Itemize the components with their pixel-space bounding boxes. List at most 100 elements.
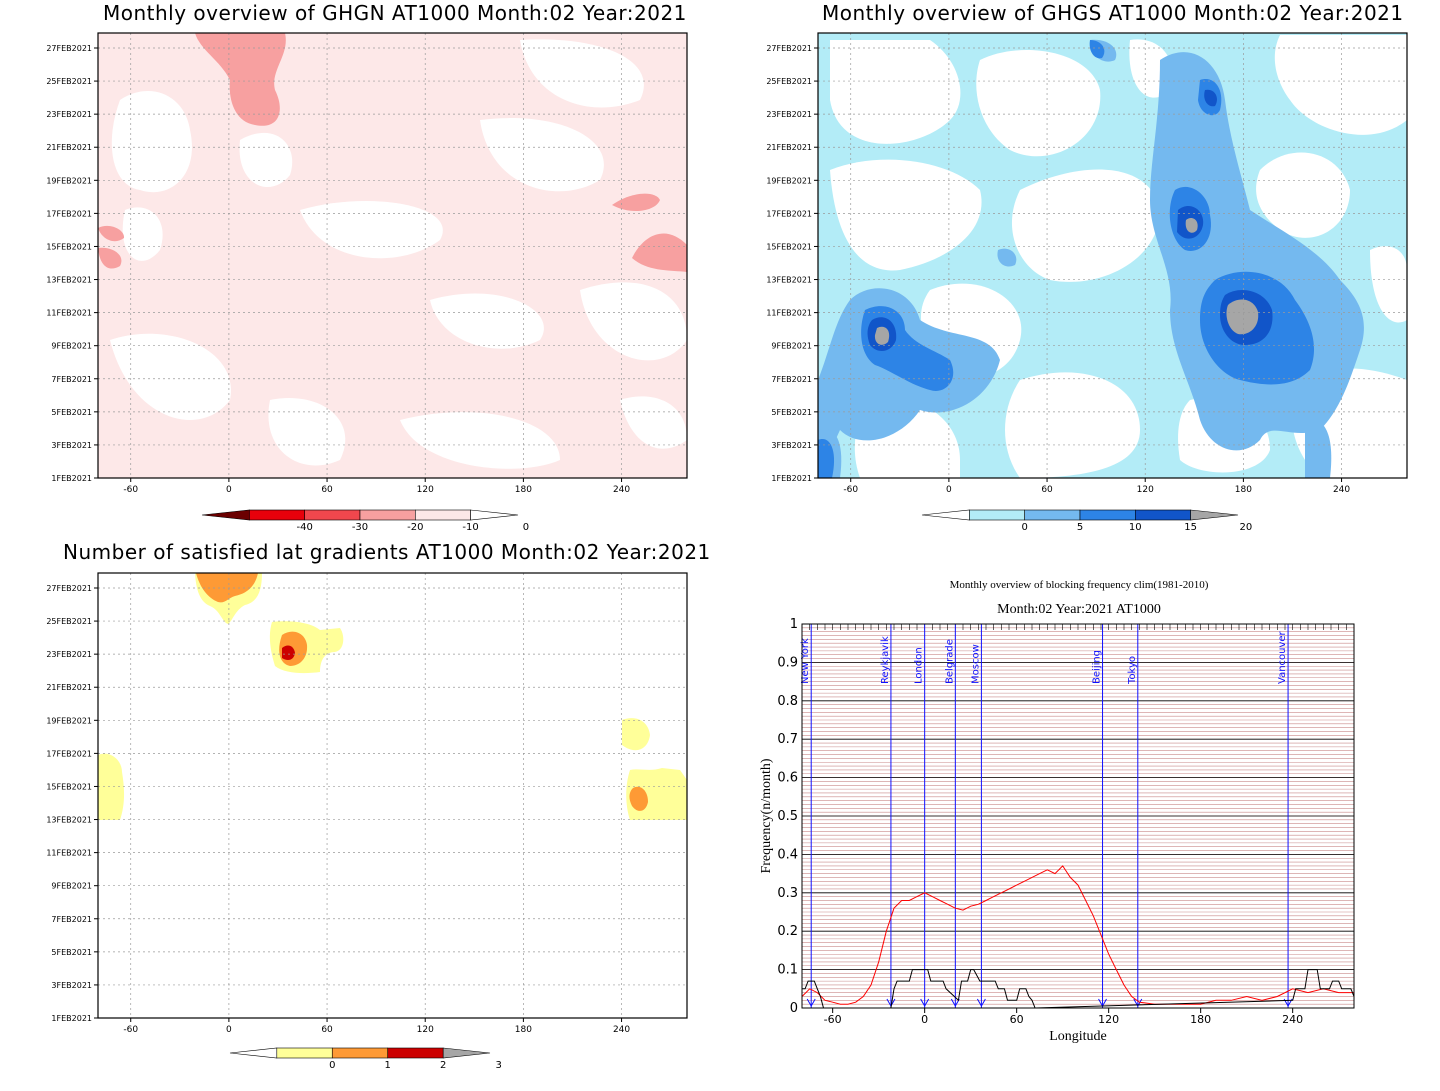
lat-xtick-label: 60 <box>321 1025 333 1035</box>
lat-cbar-label: 3 <box>495 1060 501 1071</box>
lat-contour-fields <box>98 573 687 1018</box>
ghgn-contour-fields <box>98 33 687 478</box>
ghgs-xtick-label: 120 <box>1137 485 1154 495</box>
ghgs-ytick-label: 5FEB2021 <box>771 408 812 417</box>
ghgn-title: Monthly overview of GHGN AT1000 Month:02… <box>103 1 687 25</box>
freq-frame <box>801 623 1355 1009</box>
freq-xlabel: Longitude <box>1049 1029 1107 1044</box>
ghgn-cbar-segment <box>359 509 416 521</box>
freq-ytick-label: 0.3 <box>777 886 798 901</box>
ghgs-ytick-label: 3FEB2021 <box>771 441 812 450</box>
freq-city-arrow <box>806 998 816 1008</box>
ghgs-ytick-label: 25FEB2021 <box>766 77 812 86</box>
freq-ytick-label: 0 <box>790 1001 798 1016</box>
freq-xtick-label: 0 <box>921 1013 928 1026</box>
freq-xtick-label: 240 <box>1282 1013 1303 1026</box>
freq-city-arrow <box>950 998 960 1008</box>
lat-ytick-label: 13FEB2021 <box>46 816 92 825</box>
ghgs-ytick-label: 15FEB2021 <box>766 242 812 251</box>
lat-cbar-right-arrow <box>442 1047 491 1059</box>
ghgn-x-axis: -60 0 60 120 180 240 <box>123 478 630 495</box>
freq-y-axis: 0 0.1 0.2 0.3 0.4 0.5 0.6 0.7 0.8 0.9 1 <box>777 617 798 1016</box>
lat-ytick-label: 15FEB2021 <box>46 782 92 791</box>
lat-xtick-label: 240 <box>613 1025 630 1035</box>
lat-cbar-segment <box>387 1047 444 1059</box>
ghgn-xtick-label: 180 <box>515 485 532 495</box>
lat-ytick-label: 23FEB2021 <box>46 650 92 659</box>
lat-cbar-segment <box>276 1047 333 1059</box>
freq-city-label: Reykjavik <box>880 636 891 684</box>
ghgn-ytick-label: 1FEB2021 <box>51 474 92 483</box>
lat-cbar-label: 0 <box>329 1060 335 1071</box>
ghgn-ytick-label: 15FEB2021 <box>46 242 92 251</box>
freq-city-arrow <box>1283 998 1293 1008</box>
lat-xtick-label: 0 <box>226 1025 232 1035</box>
freq-series-lines <box>801 865 1355 1009</box>
ghgs-ytick-label: 27FEB2021 <box>766 44 812 53</box>
ghgs-ytick-label: 19FEB2021 <box>766 176 812 185</box>
freq-x-axis: -60 0 60 120 180 240 <box>824 1008 1303 1026</box>
lat-ytick-label: 3FEB2021 <box>51 981 92 990</box>
lat-cbar-segment <box>331 1047 389 1059</box>
lat-ytick-label: 21FEB2021 <box>46 683 92 692</box>
freq-ylabel: Frequency(n/month) <box>759 758 774 873</box>
ghgs-cbar-right-arrow <box>1190 509 1239 521</box>
ghgs-ytick-label: 23FEB2021 <box>766 110 812 119</box>
freq-city-arrow <box>920 998 930 1008</box>
freq-ytick-label: 0.1 <box>777 963 798 978</box>
freq-xtick-label: 60 <box>1010 1013 1024 1026</box>
ghgs-y-axis: 27FEB2021 25FEB2021 23FEB2021 21FEB2021 19FE… <box>766 44 818 483</box>
lat-ytick-label: 11FEB2021 <box>46 849 92 858</box>
freq-city-label: Beijing <box>1092 650 1103 684</box>
ghgn-ytick-label: 13FEB2021 <box>46 276 92 285</box>
ghgs-xtick-label: -60 <box>843 485 858 495</box>
lat-xtick-label: 180 <box>515 1025 532 1035</box>
ghgs-cbar-label: 15 <box>1184 522 1197 533</box>
ghgs-map: -60 0 60 120 180 240 27FEB2021 25FEB2021 23FEB2… <box>766 32 1408 533</box>
freq-ytick-label: 0.6 <box>777 771 798 786</box>
ghgn-ytick-label: 27FEB2021 <box>46 44 92 53</box>
ghgs-cbar-segment <box>1024 509 1081 521</box>
freq-xtick-label: -60 <box>824 1013 842 1026</box>
ghgn-y-axis: 27FEB2021 25FEB2021 23FEB2021 21FEB2021 19FE… <box>46 44 98 483</box>
freq-city-arrow <box>976 998 986 1008</box>
lat-xtick-label: 120 <box>417 1025 434 1035</box>
lat-cbar-left-arrow <box>229 1047 278 1059</box>
ghgs-ytick-label: 1FEB2021 <box>771 474 812 483</box>
ghgs-ytick-label: 9FEB2021 <box>771 342 812 351</box>
freq-ytick-label: 0.8 <box>777 694 798 709</box>
lat-frame <box>97 572 688 1019</box>
lat-xtick-label: -60 <box>123 1025 138 1035</box>
freq-ytick-label: 0.5 <box>777 809 798 824</box>
lat-ytick-label: 5FEB2021 <box>51 948 92 957</box>
ghgn-colorbar: -40 -30 -20 -10 0 <box>201 509 529 533</box>
ghgs-xtick-label: 60 <box>1041 485 1053 495</box>
freq-subtitle: Month:02 Year:2021 AT1000 <box>997 602 1161 617</box>
ghgn-frame <box>97 32 688 479</box>
freq-ytick-label: 0.2 <box>777 924 798 939</box>
lat-ytick-label: 19FEB2021 <box>46 716 92 725</box>
ghgn-cbar-label: -40 <box>297 522 313 533</box>
lat-title: Number of satisfied lat gradients AT1000… <box>63 540 711 564</box>
freq-xtick-label: 120 <box>1098 1013 1119 1026</box>
ghgs-frame <box>817 32 1408 479</box>
ghgs-cbar-segment <box>969 509 1025 521</box>
freq-city-arrow <box>1133 998 1143 1008</box>
freq-city-label: Vancouver <box>1277 630 1288 684</box>
lat-ytick-label: 9FEB2021 <box>51 882 92 891</box>
ghgs-cbar-label: 10 <box>1129 522 1142 533</box>
lat-cbar-label: 1 <box>385 1060 391 1071</box>
lat-y-axis: 27FEB2021 25FEB2021 23FEB2021 21FEB2021 19FE… <box>46 584 98 1023</box>
ghgn-xtick-label: -60 <box>123 485 138 495</box>
ghgn-cbar-label: -30 <box>352 522 368 533</box>
blocking-frequency-chart: Monthly overview of blocking frequency c… <box>759 579 1355 1044</box>
freq-city-label: Tokyo <box>1127 656 1138 685</box>
lat-ytick-label: 17FEB2021 <box>46 749 92 758</box>
freq-city-label: New York <box>800 638 811 684</box>
freq-ytick-label: 0.9 <box>777 655 798 670</box>
ghgs-cbar-left-arrow <box>921 509 970 521</box>
freq-ytick-label: 1 <box>790 617 798 632</box>
ghgs-ytick-label: 7FEB2021 <box>771 375 812 384</box>
freq-city-label: Belgrade <box>944 639 955 684</box>
ghgn-cbar-label: 0 <box>523 522 529 533</box>
